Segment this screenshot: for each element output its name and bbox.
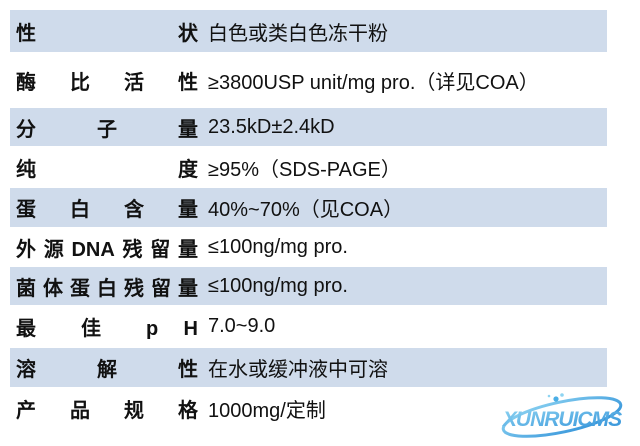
spec-value: ≤100ng/mg pro. — [208, 235, 348, 258]
spec-value: ≤100ng/mg pro. — [208, 274, 348, 297]
spec-label-text: 外源DNA残留量 — [16, 238, 198, 261]
orbit-swoosh-icon — [501, 396, 623, 438]
table-row: 外源DNA残留量 ≤100ng/mg pro. — [10, 227, 607, 267]
spec-value: 23.5kD±2.4kD — [208, 115, 335, 138]
spec-label-text: 蛋 白 含 量 — [16, 199, 198, 221]
spec-label: 产 品 规 格 — [10, 394, 198, 423]
spec-value: ≥3800USP unit/mg pro.（详见COA） — [208, 71, 539, 94]
spec-label-text: 纯 度 — [16, 158, 198, 181]
spec-value: 在水或缓冲液中可溶 — [208, 359, 388, 381]
table-row: 分 子 量 23.5kD±2.4kD — [10, 108, 607, 146]
table-row: 性 状白色或类白色冻干粉 — [10, 10, 607, 52]
xunruicms-watermark-logo: XUNRUICMS — [501, 393, 623, 438]
table-row: 蛋 白 含 量 40%~70%（见COA） — [10, 188, 607, 227]
spec-label-text: 溶 解 性 — [16, 359, 198, 381]
spec-value: 40%~70%（见COA） — [208, 199, 404, 221]
table-row: 酶 比 活 性 ≥3800USP unit/mg pro.（详见COA） — [10, 52, 607, 108]
table-row: 最 佳 p H 7.0~9.0 — [10, 305, 607, 348]
spec-label-text: 性 状 — [16, 22, 198, 45]
spec-label-text: 分 子 量 — [16, 118, 198, 141]
table-row: 纯 度 ≥95%（SDS-PAGE） — [10, 146, 607, 188]
table-row: 产 品 规 格 1000mg/定制 — [10, 387, 607, 430]
spec-label-text: 产 品 规 格 — [16, 400, 198, 422]
spec-label-text: 最 佳 p H — [16, 318, 198, 340]
table-row: 菌体蛋白残留量 ≤100ng/mg pro. — [10, 267, 607, 305]
spec-label: 酶 比 活 性 — [10, 66, 198, 95]
spec-label: 外源DNA残留量 — [10, 233, 198, 262]
table-row: 溶 解 性在水或缓冲液中可溶 — [10, 348, 607, 387]
spec-label-text: 菌体蛋白残留量 — [16, 277, 198, 300]
sparkle-dots-icon — [547, 393, 564, 402]
spec-value: 1000mg/定制 — [208, 400, 326, 422]
spec-value: 7.0~9.0 — [208, 315, 276, 337]
spec-label: 纯 度 — [10, 153, 198, 182]
spec-label: 性 状 — [10, 17, 198, 46]
spec-label: 分 子 量 — [10, 113, 198, 142]
spec-label: 最 佳 p H — [10, 312, 198, 341]
spec-table: 性 状白色或类白色冻干粉酶 比 活 性 ≥3800USP unit/mg pro.… — [10, 10, 607, 430]
watermark-logo-text: XUNRUICMS — [502, 408, 622, 431]
spec-value: 白色或类白色冻干粉 — [208, 22, 388, 45]
spec-label: 菌体蛋白残留量 — [10, 272, 198, 301]
spec-label: 溶 解 性 — [10, 353, 198, 382]
spec-value: ≥95%（SDS-PAGE） — [208, 158, 401, 181]
spec-label: 蛋 白 含 量 — [10, 193, 198, 222]
spec-label-text: 酶 比 活 性 — [16, 71, 198, 94]
